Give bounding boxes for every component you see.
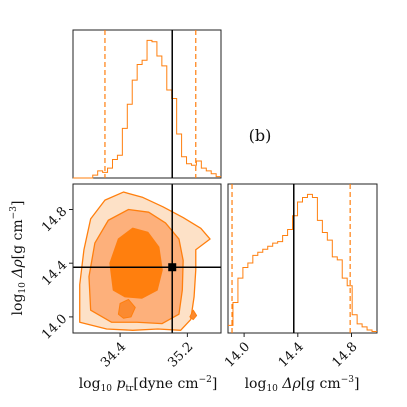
histogram-panel-density: 14.0 14.4 14.8: [222, 183, 378, 371]
contour-inner: [109, 227, 163, 299]
contour-island-1: [117, 298, 136, 319]
x-axis-label-density: log10 Δρ[g cm−3]: [245, 375, 360, 394]
histogram-frame-pressure: [72, 29, 222, 179]
joint-density-panel: 34.4 35.2 14.0 14.4 14.8: [39, 183, 222, 371]
histogram-frame-density: [227, 183, 378, 334]
y-tick-label-density-1: 14.0: [39, 312, 70, 343]
y-tick-label-density-3: 14.8: [39, 204, 70, 235]
histogram-steps-pressure: [73, 39, 222, 179]
x-tick-label-density-2: 14.4: [276, 339, 307, 370]
x-tick-label-density-3: 14.8: [329, 339, 360, 370]
y-axis-label-density: log10 Δρ[g cm−3]: [9, 201, 28, 316]
x-tick-label-pressure-1: 34.4: [98, 339, 129, 370]
contour-island-2: [189, 309, 198, 321]
x-axis-label-pressure: log10 ptr[dyne cm−2]: [79, 375, 218, 394]
x-tick-label-density-1: 14.0: [222, 339, 253, 370]
panel-tag-label: (b): [249, 126, 272, 145]
histogram-steps-density: [228, 193, 377, 332]
histogram-panel-pressure: [72, 29, 222, 179]
joint-frame: [72, 183, 222, 334]
x-tick-label-pressure-2: 35.2: [165, 339, 196, 370]
y-tick-label-density-2: 14.4: [39, 258, 70, 289]
truth-marker: [168, 263, 177, 272]
